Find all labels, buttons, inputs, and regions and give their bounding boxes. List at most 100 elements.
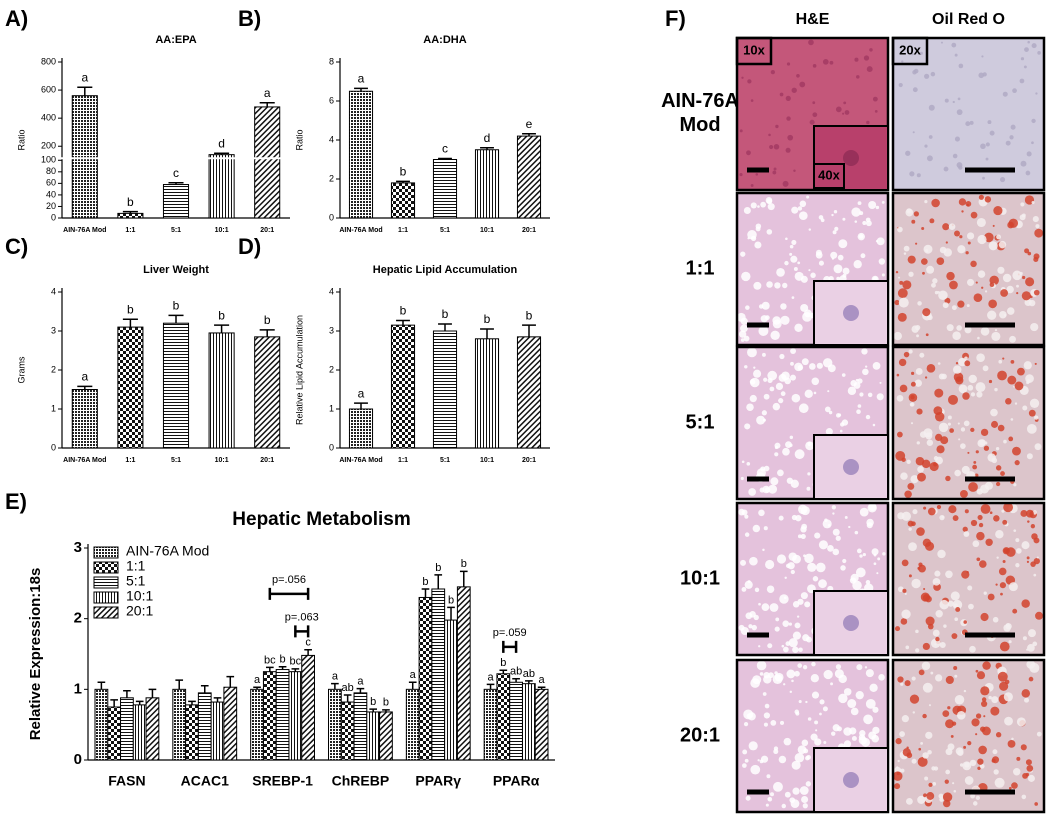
tissue-texture [790, 569, 795, 575]
tissue-texture [1021, 541, 1030, 550]
x-tick-label: 5:1 [440, 227, 450, 234]
tissue-texture [741, 460, 745, 464]
tissue-texture [894, 626, 901, 632]
bar [348, 90, 374, 219]
tissue-texture [762, 548, 765, 552]
error-bar [122, 318, 138, 328]
y-tick-label: 6 [329, 95, 334, 105]
tissue-texture [867, 392, 873, 398]
tissue-texture [1031, 201, 1035, 205]
tissue-texture [819, 712, 822, 716]
tissue-texture [958, 63, 964, 69]
error-bar [188, 700, 196, 705]
tissue-texture [1020, 160, 1027, 167]
tissue-texture [739, 173, 743, 177]
bar [474, 149, 500, 219]
tissue-texture [1008, 640, 1012, 644]
y-axis-label: Grams [16, 356, 26, 384]
tissue-texture [1033, 573, 1037, 577]
tissue-texture [1009, 335, 1016, 343]
histology-panel: F) H&E Oil Red O AIN-76A Mod 10x 40x 20x 1:1 5:1 1… [661, 6, 1046, 814]
tissue-texture [750, 184, 754, 187]
tissue-texture [954, 674, 958, 678]
tissue-texture [765, 803, 769, 807]
bar [71, 95, 98, 219]
tissue-texture [933, 456, 939, 461]
tissue-texture [839, 429, 843, 433]
tissue-texture [780, 315, 790, 325]
bar [117, 212, 144, 219]
tissue-texture [848, 525, 851, 529]
tissue-texture [767, 797, 771, 801]
y-tick-label: 0 [51, 212, 56, 222]
chart-title: AA:EPA [155, 34, 196, 46]
tissue-texture [898, 82, 903, 88]
tissue-texture [855, 567, 866, 578]
y-tick-label: 40 [46, 189, 56, 199]
tissue-texture [980, 143, 986, 150]
tissue-texture [752, 524, 761, 533]
tissue-texture [827, 544, 834, 552]
bar [262, 671, 277, 761]
tissue-texture [908, 393, 918, 402]
tissue-texture [770, 69, 775, 75]
x-tick-label: 5:1 [171, 227, 181, 234]
tissue-texture [872, 96, 878, 102]
tissue-texture [916, 527, 925, 536]
tissue-texture [814, 532, 821, 539]
tissue-texture [908, 349, 913, 354]
tissue-texture [871, 734, 880, 743]
tissue-texture [922, 682, 933, 693]
error-bar [175, 679, 184, 690]
tissue-texture [857, 404, 862, 408]
error-bar [77, 385, 93, 390]
tissue-texture [1025, 772, 1030, 777]
error-bar [148, 688, 157, 698]
tissue-texture [748, 624, 753, 629]
tissue-texture [791, 760, 801, 770]
tissue-texture [900, 472, 908, 480]
tissue-texture [786, 116, 791, 121]
tissue-texture [806, 486, 811, 491]
tissue-texture [924, 200, 928, 204]
bar [185, 704, 199, 761]
tissue-texture [841, 373, 846, 377]
tissue-texture [1003, 692, 1013, 702]
tissue-texture [988, 695, 992, 700]
tissue-texture [897, 288, 908, 299]
tissue-texture [990, 408, 998, 417]
tissue-texture [938, 793, 944, 799]
error-bar [434, 574, 443, 589]
tissue-texture [776, 554, 787, 564]
tissue-texture [794, 323, 803, 332]
tissue-texture [834, 226, 839, 231]
tissue-texture [954, 694, 965, 705]
significance-letter: a [254, 674, 261, 686]
tissue-texture [854, 57, 859, 62]
magnification-label: 40x [818, 167, 840, 182]
tissue-texture [753, 281, 762, 290]
tissue-texture [966, 278, 975, 286]
tissue-texture [897, 226, 903, 233]
tissue-texture [1034, 362, 1037, 366]
significance-letter: a [539, 674, 546, 686]
x-tick-label: 10:1 [215, 457, 229, 464]
tissue-texture [902, 588, 907, 593]
error-bar [200, 685, 209, 693]
bar [223, 686, 238, 761]
legend-label: 5:1 [126, 573, 146, 589]
magnification-box [813, 163, 845, 189]
tissue-texture [958, 165, 963, 170]
significance-letter: b [442, 307, 449, 321]
bar [107, 706, 122, 761]
tissue-texture [1035, 92, 1038, 95]
bar [288, 671, 303, 761]
tissue-texture [768, 484, 778, 494]
tissue-texture [1019, 78, 1025, 84]
tissue-texture [976, 353, 985, 363]
tissue-texture [975, 382, 986, 393]
tissue-texture [773, 746, 779, 751]
tissue-texture [982, 365, 989, 372]
tissue-texture [874, 110, 878, 113]
tissue-texture [969, 645, 976, 653]
